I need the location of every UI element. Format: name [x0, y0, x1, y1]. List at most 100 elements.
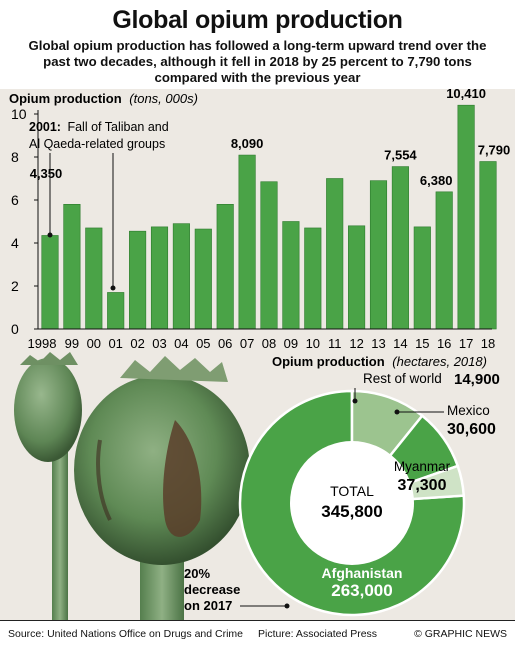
x-tick-label: 99 [65, 336, 79, 351]
data-label-14: 7,554 [384, 148, 417, 163]
y-tick-label: 2 [11, 278, 19, 294]
annotation-2001-line1: 2001: Fall of Taliban and [29, 120, 169, 134]
data-label-16: 6,380 [420, 173, 453, 188]
poppy-latex-sap [163, 420, 202, 537]
x-tick-label: 15 [415, 336, 429, 351]
poppy-crown-large [120, 356, 228, 382]
y-tick-label: 6 [11, 192, 19, 208]
x-tick-label: 01 [108, 336, 122, 351]
annotation-2001-dot [110, 285, 116, 291]
poppy-stem-small [52, 440, 68, 620]
y-tick-label: 10 [11, 106, 27, 122]
x-tick-label: 07 [240, 336, 254, 351]
bar-18 [479, 161, 497, 330]
data-label-1998: 4,350 [30, 166, 63, 181]
leader-rest-dot [352, 398, 358, 404]
decrease-line3: on 2017 [184, 598, 232, 613]
donut-total-label: TOTAL [330, 483, 374, 499]
bar-01 [107, 292, 125, 330]
chart-title: Global opium production [112, 6, 403, 34]
footer-picture: Picture: Associated Press [258, 628, 378, 640]
decrease-annotation: 20% decrease on 2017 [184, 566, 290, 613]
annotation-1998-dot [47, 232, 53, 238]
bar-1998 [41, 235, 59, 330]
label-afghanistan-value: 263,000 [331, 581, 392, 600]
label-mexico-value: 30,600 [447, 421, 496, 438]
bar-04 [172, 223, 190, 330]
decrease-line1: 20% [184, 566, 210, 581]
x-tick-label: 00 [87, 336, 101, 351]
x-tick-label: 02 [130, 336, 144, 351]
label-afghanistan-name: Afghanistan [322, 565, 403, 581]
label-rest-value: 14,900 [454, 371, 500, 388]
x-tick-label: 16 [437, 336, 451, 351]
donut-labels: Afghanistan 263,000 Myanmar 37,300 Mexic… [322, 371, 500, 600]
bar-07 [238, 154, 256, 330]
poppy-crown-small [20, 352, 78, 365]
x-tick-label: 1998 [28, 336, 57, 351]
y-tick-label: 4 [11, 235, 19, 251]
footer-credit: © GRAPHIC NEWS [414, 628, 507, 640]
bar-05 [194, 228, 212, 330]
footer-source: Source: United Nations Office on Drugs a… [8, 628, 243, 640]
donut-chart-heading: Opium production (hectares, 2018) [272, 354, 487, 369]
bar-11 [326, 178, 344, 330]
label-myanmar-value: 37,300 [398, 477, 447, 494]
bar-09 [282, 221, 300, 330]
data-label-18: 7,790 [478, 143, 511, 158]
data-label-17: 10,410 [446, 89, 486, 101]
bar-08 [260, 181, 278, 330]
bar-06 [216, 204, 234, 330]
poppy-pod-small [14, 358, 82, 462]
poppy-scoring-mark [96, 439, 112, 521]
x-tick-label: 10 [306, 336, 320, 351]
bar-15 [413, 226, 431, 330]
bar-99 [63, 204, 81, 330]
annotation-2001: 2001: Fall of Taliban and Al Qaeda-relat… [29, 120, 169, 291]
bar-14 [391, 166, 409, 330]
bar-17 [457, 104, 475, 330]
bar-03 [150, 226, 169, 330]
y-axis: 0 2 4 6 8 10 [11, 106, 39, 337]
x-axis: 1998 99 00 01 02 03 04 05 06 07 08 09 10 11 12 13 14 15 16… [28, 328, 495, 351]
poppy-photo [14, 352, 250, 620]
label-myanmar-name: Myanmar [394, 459, 451, 474]
bar-chart-heading: Opium production (tons, 000s) [9, 91, 198, 106]
x-tick-label: 03 [152, 336, 166, 351]
footer: Source: United Nations Office on Drugs a… [0, 620, 515, 649]
x-tick-label: 09 [284, 336, 298, 351]
x-tick-label: 13 [371, 336, 385, 351]
x-tick-label: 05 [196, 336, 210, 351]
decrease-line2: decrease [184, 582, 240, 597]
x-tick-label: 12 [349, 336, 363, 351]
x-tick-label: 06 [218, 336, 232, 351]
bar-12 [348, 225, 366, 330]
decrease-leader-dot [284, 603, 290, 609]
poppy-pod-large [74, 375, 250, 565]
x-tick-label: 18 [481, 336, 495, 351]
x-tick-label: 11 [328, 336, 342, 351]
bar-13 [369, 180, 388, 330]
x-tick-label: 14 [393, 336, 407, 351]
x-tick-label: 08 [262, 336, 276, 351]
annotation-2001-line2: Al Qaeda-related groups [29, 137, 165, 151]
chart-subtitle: Global opium production has followed a l… [28, 38, 487, 85]
label-mexico-name: Mexico [447, 403, 490, 418]
leader-mexico-dot [394, 409, 400, 415]
infographic-panel: Opium production (tons, 000s) 0 2 4 6 8 10 19… [0, 86, 515, 620]
bar-series [41, 104, 497, 330]
bar-00 [85, 227, 103, 330]
donut-center [290, 441, 414, 565]
x-tick-label: 04 [174, 336, 188, 351]
bar-02 [129, 230, 147, 330]
y-tick-label: 8 [11, 149, 19, 165]
y-tick-label: 0 [11, 321, 19, 337]
donut-total-value: 345,800 [321, 502, 382, 521]
bar-16 [435, 191, 453, 330]
bar-10 [304, 227, 322, 330]
data-label-07: 8,090 [231, 136, 264, 151]
label-rest-name: Rest of world [363, 371, 442, 386]
x-tick-label: 17 [459, 336, 473, 351]
